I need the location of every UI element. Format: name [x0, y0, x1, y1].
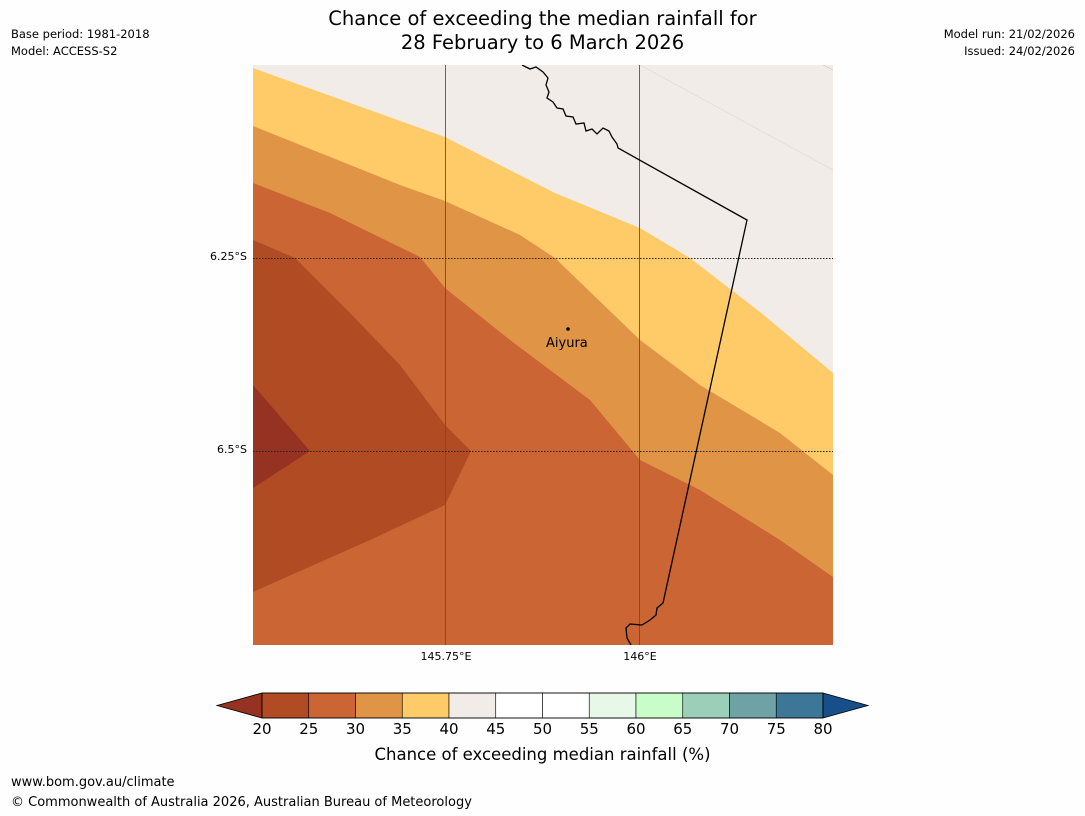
title-line-1: Chance of exceeding the median rainfall …: [328, 7, 757, 30]
edge-line: [822, 65, 833, 71]
colorbar-tick-label: 45: [486, 720, 506, 738]
band-20-25: [253, 240, 471, 592]
province-border: [521, 65, 748, 645]
map-title: Chance of exceeding the median rainfall …: [0, 7, 1085, 55]
footer-copyright: © Commonwealth of Australia 2026, Austra…: [11, 795, 472, 810]
band-25-30: [253, 183, 833, 645]
colorbar-tick-label: 65: [673, 720, 693, 738]
colorbar-tick-label: 50: [532, 720, 553, 738]
meta-left: Base period: 1981-2018 Model: ACCESS-S2: [11, 26, 150, 60]
colorbar-tick-label: 30: [345, 720, 366, 738]
colorbar-tick-label: 35: [392, 720, 412, 738]
map-area: [253, 65, 833, 645]
colorbar-tick-label: 60: [626, 720, 646, 738]
colorbar-tick-label: 70: [719, 720, 740, 738]
town-label: Aiyura: [546, 336, 588, 351]
colorbar-tick-label: 55: [579, 720, 599, 738]
lon-label-145-75: 145.75°E: [420, 650, 472, 663]
model-run: Model run: 21/02/2026: [943, 27, 1075, 41]
town-marker: [566, 327, 570, 331]
lon-label-146: 146°E: [623, 650, 657, 663]
meta-right: Model run: 21/02/2026 Issued: 24/02/2026: [944, 26, 1075, 60]
lat-label-6-5: 6.5°S: [217, 443, 247, 456]
colorbar-title: Chance of exceeding median rainfall (%): [374, 745, 711, 764]
colorbar-tick-label: 40: [439, 720, 459, 738]
base-period: Base period: 1981-2018: [11, 27, 150, 41]
model-name: Model: ACCESS-S2: [11, 44, 118, 58]
lat-label-6-25: 6.25°S: [210, 250, 247, 263]
band-under-20: [253, 385, 310, 488]
footer-url: www.bom.gov.au/climate: [11, 775, 175, 790]
colorbar-tick-label: 25: [299, 720, 319, 738]
colorbar-tick-label: 75: [766, 720, 786, 738]
issued-date: Issued: 24/02/2026: [964, 44, 1075, 58]
colorbar-tick-label: 20: [252, 720, 272, 738]
edge-line: [639, 65, 833, 171]
title-line-2: 28 February to 6 March 2026: [400, 31, 685, 54]
colorbar-tick-label: 80: [813, 720, 833, 738]
